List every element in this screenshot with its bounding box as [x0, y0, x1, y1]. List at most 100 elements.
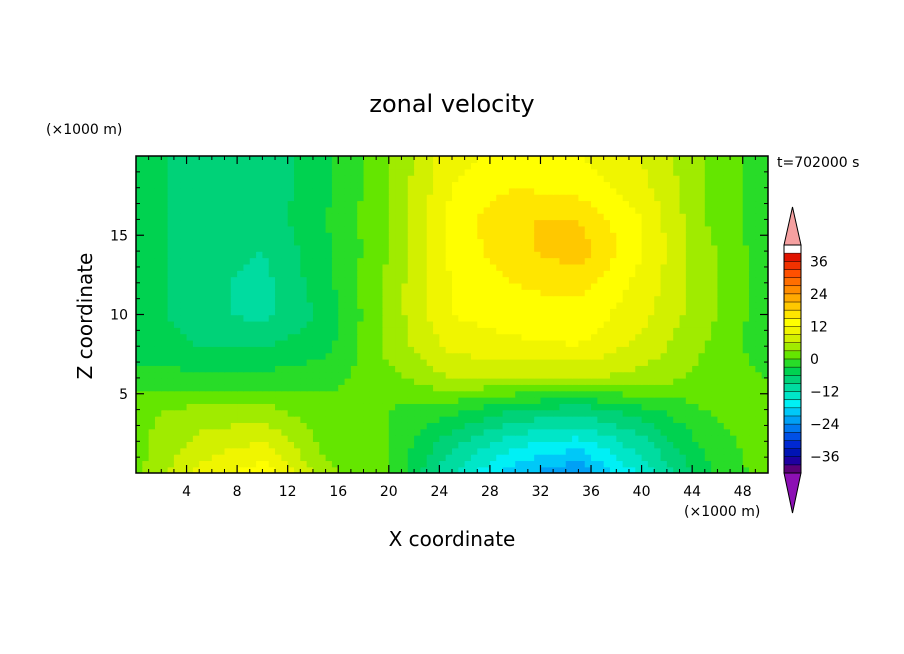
field-cell: [527, 200, 535, 208]
field-cell: [376, 346, 384, 354]
field-cell: [742, 352, 750, 360]
field-cell: [262, 270, 270, 278]
field-cell: [736, 384, 744, 392]
field-cell: [692, 460, 700, 468]
field-cell: [553, 168, 561, 176]
field-cell: [376, 314, 384, 322]
field-cell: [521, 377, 529, 385]
field-cell: [401, 466, 409, 473]
field-cell: [287, 238, 295, 246]
field-cell: [262, 308, 270, 316]
field-cell: [692, 181, 700, 189]
field-cell: [470, 244, 478, 252]
field-cell: [477, 371, 485, 379]
field-cell: [660, 371, 668, 379]
field-cell: [515, 295, 523, 303]
field-cell: [452, 289, 460, 297]
field-cell: [268, 276, 276, 284]
field-cell: [382, 365, 390, 373]
field-cell: [230, 339, 238, 347]
field-cell: [382, 409, 390, 417]
field-cell: [287, 156, 295, 164]
field-cell: [521, 396, 529, 404]
field-cell: [755, 168, 763, 176]
field-cell: [211, 270, 219, 278]
field-cell: [565, 409, 573, 417]
field-cell: [350, 428, 358, 436]
field-cell: [458, 194, 466, 202]
field-cell: [641, 333, 649, 341]
field-cell: [736, 346, 744, 354]
field-cell: [420, 270, 428, 278]
field-cell: [369, 206, 377, 214]
field-cell: [489, 156, 497, 164]
field-cell: [154, 219, 162, 227]
field-cell: [363, 282, 371, 290]
field-cell: [489, 213, 497, 221]
field-cell: [761, 289, 768, 297]
y-units-label: (×1000 m): [46, 122, 122, 138]
field-cell: [414, 270, 422, 278]
field-cell: [420, 282, 428, 290]
field-cell: [591, 175, 599, 183]
field-cell: [192, 333, 200, 341]
field-cell: [704, 377, 712, 385]
field-cell: [173, 251, 181, 259]
field-cell: [515, 232, 523, 240]
field-cell: [439, 219, 447, 227]
field-cell: [660, 301, 668, 309]
field-cell: [420, 320, 428, 328]
field-cell: [540, 187, 548, 195]
field-cell: [338, 213, 346, 221]
field-cell: [477, 194, 485, 202]
field-cell: [445, 403, 453, 411]
field-cell: [382, 428, 390, 436]
field-cell: [161, 371, 169, 379]
field-cell: [622, 301, 630, 309]
field-cell: [287, 200, 295, 208]
field-cell: [167, 320, 175, 328]
field-cell: [433, 409, 441, 417]
field-cell: [521, 371, 529, 379]
field-cell: [692, 156, 700, 164]
field-cell: [199, 371, 207, 379]
field-cell: [572, 447, 580, 455]
field-cell: [224, 295, 232, 303]
field-cell: [199, 187, 207, 195]
field-cell: [287, 225, 295, 233]
field-cell: [628, 308, 636, 316]
field-cell: [148, 225, 156, 233]
field-cell: [546, 447, 554, 455]
field-cell: [363, 434, 371, 442]
field-cell: [420, 175, 428, 183]
field-cell: [388, 460, 396, 468]
field-cell: [673, 447, 681, 455]
field-cell: [496, 352, 504, 360]
field-cell: [376, 371, 384, 379]
field-cell: [553, 415, 561, 423]
field-cell: [338, 181, 346, 189]
field-cell: [685, 441, 693, 449]
field-cell: [654, 409, 662, 417]
field-cell: [331, 460, 339, 468]
field-cell: [553, 232, 561, 240]
field-cell: [508, 453, 516, 462]
field-cell: [173, 396, 181, 404]
field-cell: [477, 263, 485, 271]
field-cell: [698, 206, 706, 214]
field-cell: [660, 409, 668, 417]
field-cell: [717, 396, 725, 404]
field-cell: [294, 289, 302, 297]
field-cell: [161, 187, 169, 195]
field-cell: [742, 384, 750, 392]
field-cell: [319, 238, 327, 246]
field-cell: [698, 213, 706, 221]
field-cell: [635, 390, 643, 398]
field-cell: [173, 447, 181, 455]
field-cell: [281, 162, 289, 170]
field-cell: [464, 396, 472, 404]
field-cell: [540, 428, 548, 436]
field-cell: [622, 415, 630, 423]
field-cell: [414, 257, 422, 265]
field-cell: [628, 365, 636, 373]
